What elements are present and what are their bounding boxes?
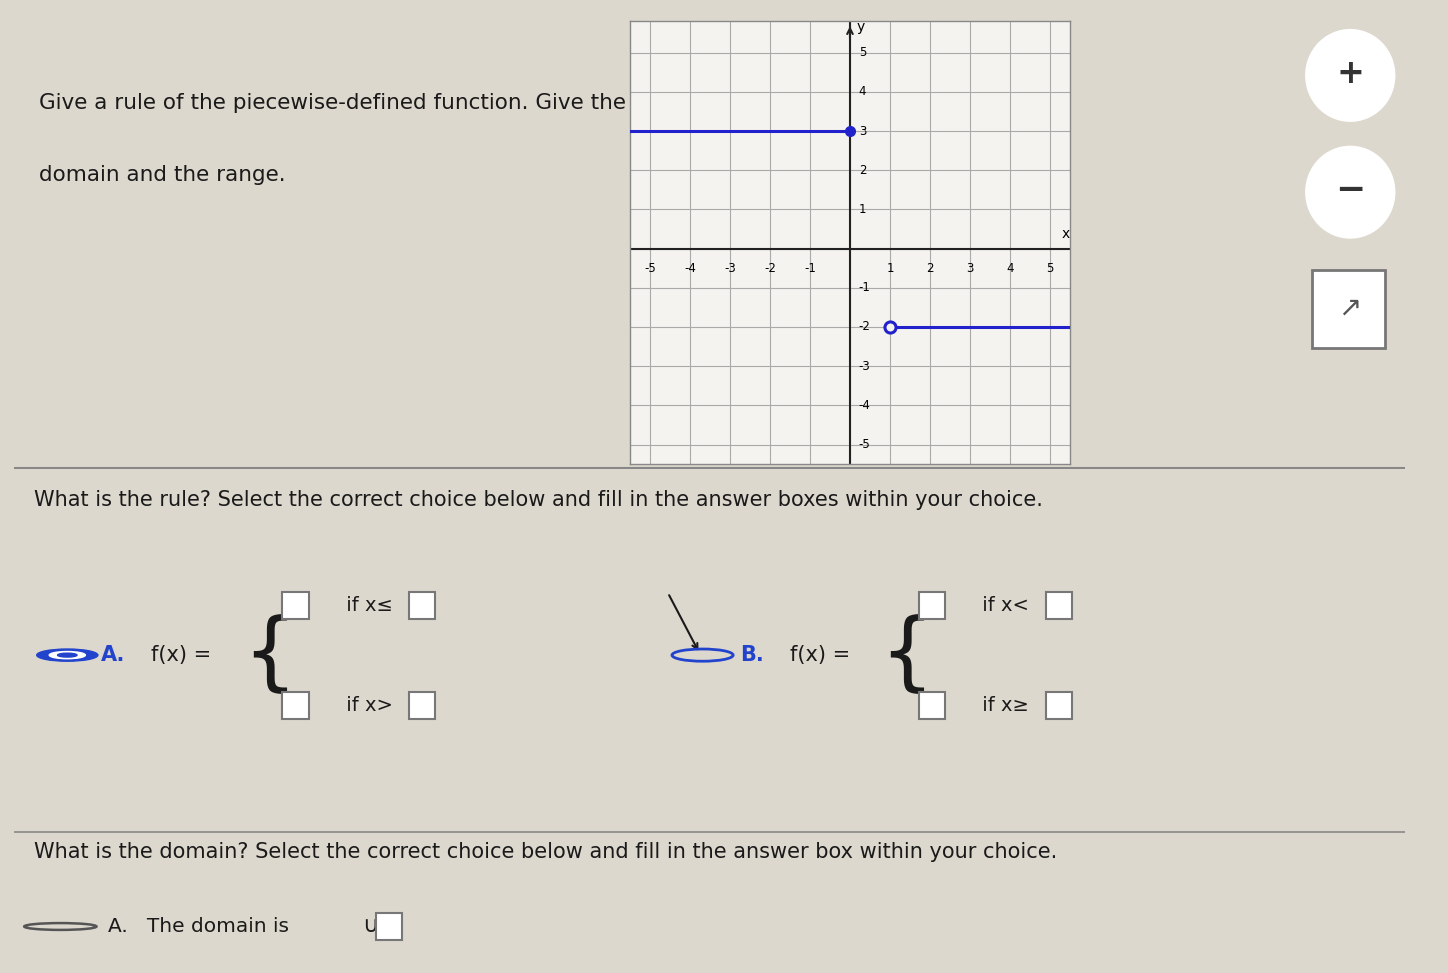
- Text: if x>: if x>: [340, 696, 392, 714]
- Text: ↗: ↗: [1338, 293, 1361, 321]
- Text: {: {: [879, 614, 934, 697]
- Text: Give a rule of the piecewise-defined function. Give the: Give a rule of the piecewise-defined fun…: [39, 93, 626, 114]
- Text: 3: 3: [966, 263, 973, 275]
- Circle shape: [1306, 30, 1393, 121]
- Text: 2: 2: [859, 163, 866, 177]
- Text: -2: -2: [859, 320, 870, 334]
- Text: +: +: [1337, 56, 1364, 90]
- Text: domain and the range.: domain and the range.: [39, 165, 285, 186]
- Text: -3: -3: [859, 360, 870, 373]
- Text: {: {: [242, 614, 297, 697]
- Text: ∪: ∪: [362, 917, 378, 936]
- Circle shape: [49, 652, 85, 659]
- Text: f(x) =: f(x) =: [791, 645, 850, 666]
- Text: y: y: [857, 20, 866, 34]
- Text: -1: -1: [859, 281, 870, 294]
- Text: −: −: [1335, 173, 1365, 207]
- Text: if x≤: if x≤: [340, 595, 392, 615]
- Text: 2: 2: [927, 263, 934, 275]
- Text: -2: -2: [765, 263, 776, 275]
- Text: -4: -4: [859, 399, 870, 412]
- Circle shape: [36, 649, 98, 662]
- Text: 4: 4: [1006, 263, 1014, 275]
- Text: What is the domain? Select the correct choice below and fill in the answer box w: What is the domain? Select the correct c…: [33, 843, 1057, 862]
- Bar: [1312, 270, 1384, 347]
- Text: B.: B.: [740, 645, 765, 666]
- Circle shape: [58, 653, 77, 657]
- Text: A.   The domain is: A. The domain is: [107, 917, 288, 936]
- Text: 4: 4: [859, 86, 866, 98]
- Text: -5: -5: [644, 263, 656, 275]
- Text: What is the rule? Select the correct choice below and fill in the answer boxes w: What is the rule? Select the correct cho…: [33, 490, 1043, 510]
- Text: 3: 3: [859, 125, 866, 137]
- Text: f(x) =: f(x) =: [151, 645, 211, 666]
- Text: -5: -5: [859, 438, 870, 451]
- Text: -3: -3: [724, 263, 736, 275]
- Text: 5: 5: [859, 47, 866, 59]
- Text: A.: A.: [101, 645, 125, 666]
- Text: x: x: [1061, 227, 1070, 240]
- Text: -4: -4: [683, 263, 696, 275]
- Circle shape: [1306, 147, 1393, 237]
- Text: 5: 5: [1047, 263, 1054, 275]
- Text: if x≥: if x≥: [976, 696, 1030, 714]
- Text: -1: -1: [804, 263, 815, 275]
- Text: 1: 1: [886, 263, 893, 275]
- Text: if x<: if x<: [976, 595, 1030, 615]
- Text: 1: 1: [859, 203, 866, 216]
